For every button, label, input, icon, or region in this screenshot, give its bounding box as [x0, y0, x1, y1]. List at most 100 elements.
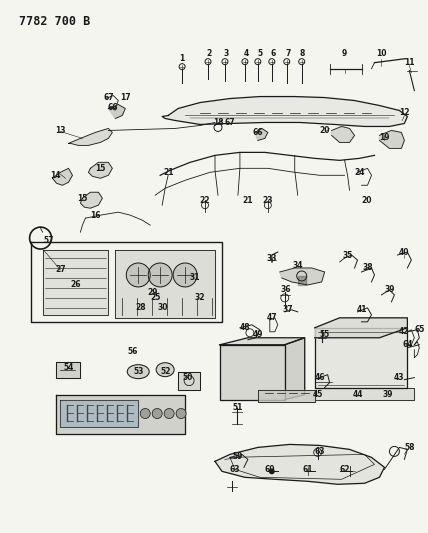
Text: 8: 8: [299, 49, 304, 58]
Circle shape: [152, 408, 162, 418]
Text: 33: 33: [267, 254, 277, 263]
Text: 31: 31: [190, 273, 200, 282]
Polygon shape: [220, 345, 285, 400]
Text: 5: 5: [257, 49, 262, 58]
Text: 16: 16: [90, 211, 101, 220]
Polygon shape: [56, 362, 80, 378]
Text: 58: 58: [404, 443, 415, 452]
Text: 62: 62: [339, 465, 350, 474]
Text: 51: 51: [233, 403, 243, 412]
Text: 38: 38: [362, 263, 373, 272]
Text: 7: 7: [285, 49, 291, 58]
Text: 67: 67: [225, 118, 235, 127]
Text: 39: 39: [382, 390, 392, 399]
Text: 6: 6: [270, 49, 276, 58]
Polygon shape: [285, 338, 305, 400]
Text: 46: 46: [315, 373, 325, 382]
Text: 37: 37: [282, 305, 293, 314]
Text: 32: 32: [195, 293, 205, 302]
Polygon shape: [332, 126, 354, 142]
Polygon shape: [68, 128, 112, 146]
Text: 15: 15: [77, 193, 88, 203]
Circle shape: [140, 408, 150, 418]
Text: 30: 30: [158, 303, 168, 312]
Text: 20: 20: [319, 126, 330, 135]
Text: 21: 21: [163, 168, 173, 177]
Polygon shape: [280, 268, 325, 285]
Circle shape: [164, 408, 174, 418]
Text: 43: 43: [394, 373, 404, 382]
Text: 65: 65: [414, 325, 425, 334]
Text: 27: 27: [55, 265, 66, 274]
Polygon shape: [80, 192, 102, 208]
Text: 66: 66: [253, 128, 263, 137]
Text: 41: 41: [356, 305, 367, 314]
Text: 23: 23: [262, 196, 273, 205]
Text: 20: 20: [361, 196, 372, 205]
Text: 18: 18: [213, 118, 223, 127]
Text: 61: 61: [303, 465, 313, 474]
Ellipse shape: [156, 362, 174, 377]
Polygon shape: [178, 372, 200, 390]
Text: 48: 48: [240, 324, 250, 332]
Polygon shape: [255, 128, 268, 140]
Text: 24: 24: [354, 168, 365, 177]
Text: 42: 42: [399, 327, 410, 336]
Text: 54: 54: [63, 363, 74, 372]
Text: 13: 13: [55, 126, 66, 135]
Text: 26: 26: [70, 280, 81, 289]
Text: 47: 47: [267, 313, 277, 322]
Text: 49: 49: [253, 330, 263, 340]
Text: 40: 40: [399, 247, 410, 256]
Text: 1: 1: [179, 54, 185, 63]
Text: 3: 3: [223, 49, 229, 58]
Polygon shape: [258, 390, 315, 401]
Text: 21: 21: [243, 196, 253, 205]
Polygon shape: [42, 250, 108, 315]
Polygon shape: [89, 163, 112, 178]
Text: 66: 66: [107, 103, 118, 112]
Polygon shape: [380, 131, 404, 148]
Text: 14: 14: [50, 171, 61, 180]
Text: 53: 53: [133, 367, 143, 376]
Text: 55: 55: [320, 330, 330, 340]
Text: 29: 29: [147, 288, 158, 297]
Text: 22: 22: [200, 196, 210, 205]
Text: 11: 11: [404, 58, 415, 67]
Text: 39: 39: [384, 286, 395, 294]
Text: 17: 17: [120, 93, 131, 102]
Circle shape: [176, 408, 186, 418]
Text: 9: 9: [342, 49, 347, 58]
Text: 15: 15: [95, 164, 106, 173]
Text: 19: 19: [379, 133, 390, 142]
Polygon shape: [108, 104, 125, 118]
Text: 60: 60: [265, 465, 275, 474]
Text: 12: 12: [399, 108, 410, 117]
Polygon shape: [53, 168, 72, 185]
Text: 25: 25: [150, 293, 160, 302]
Text: 52: 52: [160, 367, 170, 376]
Polygon shape: [315, 328, 407, 387]
Ellipse shape: [127, 365, 149, 378]
Text: 7782 700 B: 7782 700 B: [19, 15, 90, 28]
Polygon shape: [220, 338, 305, 345]
Text: 4: 4: [243, 49, 249, 58]
Text: 2: 2: [206, 49, 211, 58]
Text: 63: 63: [230, 465, 240, 474]
Text: 36: 36: [280, 286, 291, 294]
Circle shape: [173, 263, 197, 287]
Circle shape: [148, 263, 172, 287]
Text: 67: 67: [103, 93, 114, 102]
Text: 56: 56: [127, 347, 137, 356]
Circle shape: [33, 230, 48, 246]
Text: 44: 44: [352, 390, 363, 399]
Text: 50: 50: [183, 373, 193, 382]
Circle shape: [269, 469, 275, 474]
Text: 35: 35: [342, 251, 353, 260]
Text: 64: 64: [402, 340, 413, 349]
Text: 28: 28: [135, 303, 146, 312]
Text: 63: 63: [315, 447, 325, 456]
Polygon shape: [60, 400, 138, 427]
Polygon shape: [115, 250, 215, 318]
Polygon shape: [215, 445, 384, 484]
